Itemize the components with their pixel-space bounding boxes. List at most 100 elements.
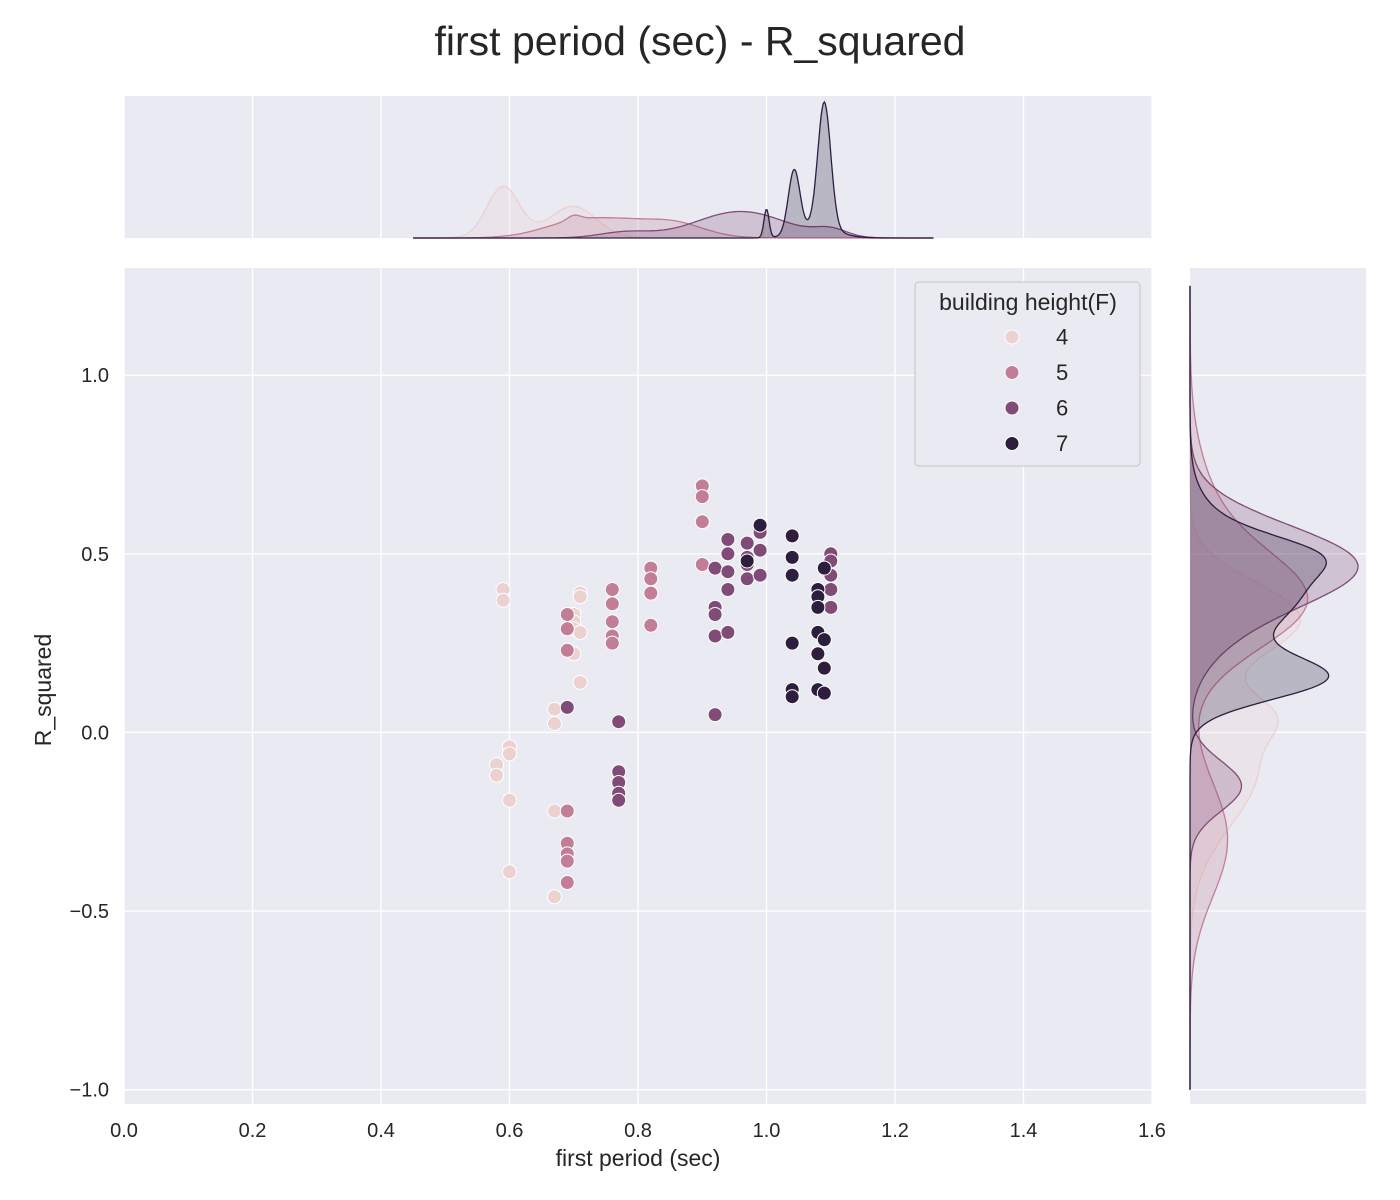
x-axis-label: first period (sec) bbox=[556, 1145, 721, 1171]
kde-line-5 bbox=[413, 214, 934, 239]
scatter-point-7 bbox=[784, 567, 800, 583]
scatter-point-5 bbox=[643, 571, 659, 587]
scatter-point-6 bbox=[823, 599, 839, 615]
tick-labels: 0.0 0.2 0.4 0.6 0.8 1.0 1.2 1.4 1.6 −1.0 −0.5 0.0 0.… bbox=[70, 365, 1166, 1142]
kde-line-7 bbox=[1189, 285, 1330, 1090]
scatter-point-7 bbox=[784, 528, 800, 544]
scatter-point-6 bbox=[707, 628, 723, 644]
legend-title: building height(F) bbox=[939, 289, 1117, 315]
legend-label-6: 6 bbox=[1056, 396, 1068, 421]
x-tick-label: 0.0 bbox=[110, 1120, 138, 1142]
scatter-point-5 bbox=[604, 596, 620, 612]
y-tick-label: −1.0 bbox=[70, 1080, 109, 1102]
kde-fill-7 bbox=[1190, 285, 1329, 1090]
scatter-point-5 bbox=[604, 635, 620, 651]
kde-fill-7 bbox=[413, 102, 934, 238]
scatter-point-6 bbox=[739, 535, 755, 551]
scatter-point-6 bbox=[823, 582, 839, 597]
scatter-point-6 bbox=[707, 707, 723, 723]
scatter-point-6 bbox=[611, 792, 627, 808]
kde-fill-4 bbox=[1190, 285, 1301, 1090]
scatter-point-4 bbox=[495, 592, 511, 608]
scatter-point-6 bbox=[707, 607, 723, 622]
scatter-point-6 bbox=[720, 546, 736, 562]
scatter-point-7 bbox=[784, 635, 800, 651]
scatter-point-7 bbox=[816, 560, 832, 576]
scatter-point-4 bbox=[502, 864, 517, 880]
x-tick-label: 1.2 bbox=[881, 1120, 909, 1142]
gridlines bbox=[123, 96, 1366, 1104]
scatter-point-5 bbox=[604, 614, 620, 630]
scatter-point-7 bbox=[752, 517, 768, 533]
scatter-point-5 bbox=[643, 585, 659, 601]
scatter-point-6 bbox=[752, 542, 768, 558]
scatter-point-5 bbox=[559, 642, 575, 658]
top-marginal-kde bbox=[413, 100, 934, 239]
scatter-point-4 bbox=[547, 889, 562, 905]
scatter-point-6 bbox=[707, 560, 723, 576]
y-tick-label: 0.0 bbox=[81, 722, 109, 744]
scatter-point-7 bbox=[810, 599, 826, 615]
scatter-point-7 bbox=[816, 685, 832, 701]
legend-marker-4 bbox=[1004, 329, 1020, 345]
legend-marker-6 bbox=[1004, 400, 1020, 416]
scatter-point-4 bbox=[572, 674, 588, 690]
y-tick-label: 1.0 bbox=[81, 365, 109, 387]
scatter-point-5 bbox=[559, 621, 575, 637]
scatter-point-7 bbox=[739, 553, 755, 569]
y-axis-label: R_squared bbox=[30, 634, 56, 747]
x-tick-label: 1.6 bbox=[1138, 1120, 1166, 1142]
y-tick-label: −0.5 bbox=[70, 901, 109, 923]
x-tick-label: 1.4 bbox=[1010, 1120, 1038, 1142]
kde-line-7 bbox=[413, 100, 934, 239]
chart-title: first period (sec) - R_squared bbox=[435, 18, 966, 64]
scatter-point-4 bbox=[547, 701, 562, 717]
scatter-point-5 bbox=[559, 803, 575, 819]
kde-fill-5 bbox=[413, 215, 934, 238]
scatter-points bbox=[489, 478, 839, 905]
scatter-point-5 bbox=[694, 514, 710, 530]
scatter-point-7 bbox=[784, 549, 800, 565]
right-marginal-kde bbox=[1189, 285, 1359, 1090]
scatter-point-5 bbox=[604, 582, 620, 597]
scatter-point-4 bbox=[502, 792, 517, 808]
legend: building height(F) 4 5 6 7 bbox=[914, 281, 1141, 467]
legend-marker-5 bbox=[1004, 365, 1020, 380]
scatter-point-5 bbox=[694, 557, 710, 572]
scatter-point-6 bbox=[720, 582, 736, 597]
scatter-point-4 bbox=[489, 767, 505, 783]
right-marginal-area bbox=[1190, 268, 1366, 1104]
y-tick-label: 0.5 bbox=[81, 544, 109, 566]
scatter-point-6 bbox=[559, 699, 575, 715]
scatter-point-7 bbox=[816, 632, 832, 648]
x-tick-label: 0.6 bbox=[496, 1120, 524, 1142]
kde-fill-6 bbox=[413, 211, 934, 238]
x-tick-label: 0.4 bbox=[367, 1120, 395, 1142]
scatter-point-6 bbox=[720, 532, 736, 547]
scatter-point-4 bbox=[572, 624, 588, 640]
scatter-point-7 bbox=[810, 646, 826, 662]
panel-backgrounds bbox=[124, 96, 1366, 1104]
legend-box bbox=[914, 281, 1141, 467]
scatter-point-5 bbox=[559, 875, 575, 890]
legend-label-7: 7 bbox=[1056, 431, 1068, 456]
scatter-point-6 bbox=[739, 571, 755, 587]
scatter-point-4 bbox=[502, 746, 517, 762]
scatter-point-6 bbox=[720, 564, 736, 580]
scatter-point-6 bbox=[720, 624, 736, 640]
legend-label-4: 4 bbox=[1056, 325, 1068, 350]
kde-line-5 bbox=[1189, 285, 1309, 1090]
legend-label-5: 5 bbox=[1056, 360, 1068, 385]
scatter-point-4 bbox=[547, 716, 562, 731]
scatter-point-7 bbox=[816, 660, 832, 676]
scatter-point-4 bbox=[547, 803, 562, 819]
scatter-point-5 bbox=[559, 607, 575, 622]
scatter-point-5 bbox=[643, 617, 659, 633]
scatter-point-5 bbox=[559, 853, 575, 869]
scatter-point-4 bbox=[572, 589, 588, 605]
scatter-point-6 bbox=[752, 567, 768, 583]
legend-marker-7 bbox=[1004, 436, 1020, 451]
scatter-point-5 bbox=[694, 489, 710, 505]
